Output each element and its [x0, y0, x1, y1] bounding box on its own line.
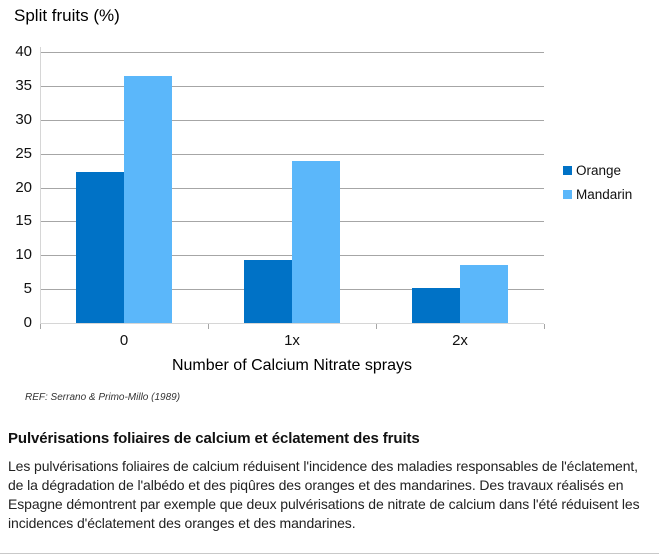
chart-legend: Orange Mandarin	[563, 163, 632, 211]
bar-mandarin-2x	[460, 265, 508, 323]
gridline-30	[40, 120, 544, 121]
bar-orange-0	[76, 172, 124, 323]
y-axis-line	[40, 47, 41, 323]
x-axis-tick-3	[544, 324, 545, 329]
y-tick-label-30: 30	[15, 111, 32, 128]
y-tick-label-20: 20	[15, 179, 32, 196]
y-tick-label-5: 5	[23, 280, 32, 297]
x-category-label-1x: 1x	[284, 332, 300, 349]
legend-item-mandarin: Mandarin	[563, 187, 632, 202]
legend-label-mandarin: Mandarin	[576, 187, 633, 202]
bar-mandarin-1x	[292, 161, 340, 323]
x-category-label-0: 0	[119, 332, 129, 349]
y-tick-label-15: 15	[15, 212, 32, 229]
bar-orange-2x	[412, 288, 460, 323]
bar-orange-1x	[244, 260, 292, 323]
x-axis-tick-1	[208, 324, 209, 329]
x-axis-title: Number of Calcium Nitrate sprays	[171, 357, 413, 374]
x-axis-line	[40, 323, 544, 324]
x-axis-tick-2	[376, 324, 377, 329]
legend-label-orange: Orange	[576, 163, 622, 178]
bottom-divider	[0, 553, 659, 554]
article-heading: Pulvérisations foliaires de calcium et é…	[8, 430, 420, 447]
x-axis-tick-0	[40, 324, 41, 329]
bar-mandarin-0	[124, 76, 172, 323]
x-category-label-2x: 2x	[452, 332, 468, 349]
article: Pulvérisations foliaires de calcium et é…	[8, 430, 656, 533]
chart-title: Split fruits (%)	[14, 6, 120, 25]
y-tick-label-35: 35	[15, 77, 32, 94]
y-tick-label-25: 25	[15, 145, 32, 162]
legend-swatch-mandarin	[563, 190, 572, 199]
y-tick-label-40: 40	[15, 43, 32, 60]
article-body: Les pulvérisations foliaires de calcium …	[8, 458, 640, 531]
gridline-40	[40, 52, 544, 53]
legend-swatch-orange	[563, 166, 572, 175]
y-tick-label-0: 0	[23, 314, 32, 331]
reference-note: REF: Serrano & Primo-Millo (1989)	[25, 392, 181, 403]
y-tick-label-10: 10	[15, 246, 32, 263]
gridline-25	[40, 154, 544, 155]
gridline-35	[40, 86, 544, 87]
bar-chart: Split fruits (%) Number of Calcium Nitra…	[14, 6, 632, 403]
legend-item-orange: Orange	[563, 163, 632, 178]
